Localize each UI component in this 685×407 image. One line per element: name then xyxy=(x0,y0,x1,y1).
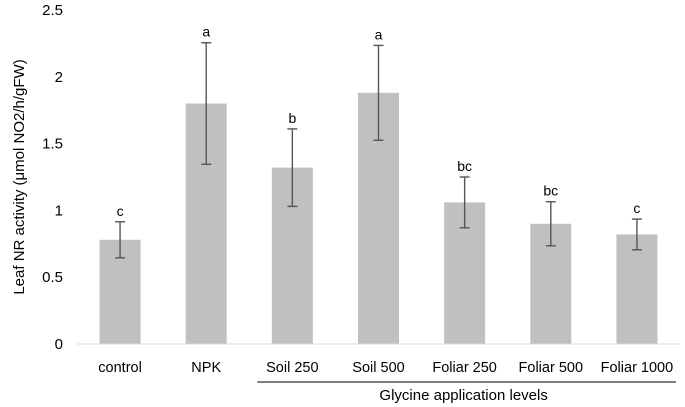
error-bar xyxy=(545,201,556,247)
significance-letters: c a b a bc bc c xyxy=(117,24,641,219)
y-axis-ticks: 0 0.5 1 1.5 2 2.5 xyxy=(42,2,63,353)
x-tick-label: control xyxy=(98,360,142,376)
x-axis-categories: control NPK Soil 250 Soil 500 Foliar 250 Foli… xyxy=(98,360,673,376)
error-bar xyxy=(115,221,126,259)
x-tick-label: Soil 500 xyxy=(352,360,404,376)
significance-letter: a xyxy=(202,24,210,40)
y-tick-label: 2.5 xyxy=(42,2,63,19)
error-bar xyxy=(459,176,470,229)
x-tick-label: Soil 250 xyxy=(266,360,318,376)
y-tick-label: 1.5 xyxy=(42,136,63,153)
error-bar xyxy=(287,128,298,208)
significance-letter: bc xyxy=(543,183,558,199)
x-axis-title: Glycine application levels xyxy=(379,387,547,404)
significance-letter: c xyxy=(633,200,640,216)
bar xyxy=(616,234,658,344)
y-tick-label: 2 xyxy=(55,69,63,86)
y-tick-label: 0 xyxy=(55,336,63,353)
y-axis-title: Leaf NR activity (μmol NO2/h/gFW) xyxy=(11,59,28,294)
significance-letter: bc xyxy=(457,158,472,174)
significance-letter: b xyxy=(288,110,296,126)
significance-letter: a xyxy=(375,26,383,42)
error-bar xyxy=(373,44,384,141)
error-bars xyxy=(115,42,642,259)
y-tick-label: 0.5 xyxy=(42,269,63,286)
error-bar xyxy=(631,218,642,251)
x-tick-label: Foliar 1000 xyxy=(601,360,674,376)
error-bar xyxy=(201,42,212,166)
x-tick-label: NPK xyxy=(191,360,221,376)
x-tick-label: Foliar 500 xyxy=(519,360,583,376)
significance-letter: c xyxy=(117,203,124,219)
x-tick-label: Foliar 250 xyxy=(432,360,496,376)
y-tick-label: 1 xyxy=(55,202,63,219)
